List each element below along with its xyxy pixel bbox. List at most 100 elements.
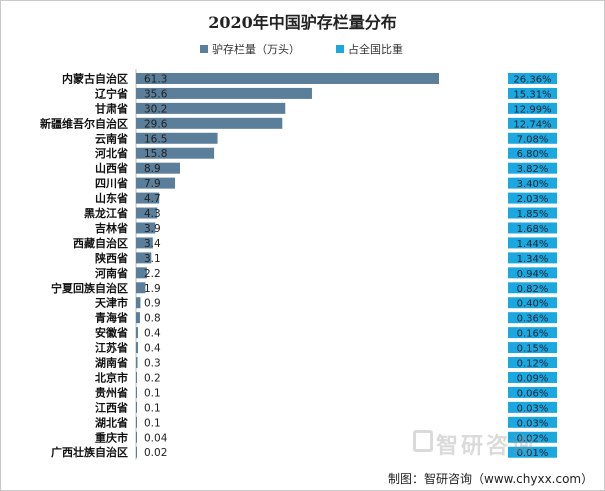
share-label: 0.16% [517, 329, 549, 340]
share-label: 0.36% [517, 314, 549, 325]
category-label: 吉林省 [95, 221, 128, 235]
bar-value-label: 0.1 [144, 387, 161, 399]
bar-value-label: 4.7 [144, 193, 161, 205]
bar-value-label: 0.04 [144, 432, 168, 444]
legend-item-share: 占全国比重 [336, 41, 403, 57]
bar-value-label: 0.1 [144, 417, 161, 429]
share-label: 0.82% [517, 284, 549, 295]
bar-stock [136, 192, 160, 204]
bar-value-label: 0.2 [144, 372, 161, 384]
share-box [508, 401, 557, 413]
bar-value-label: 0.8 [144, 313, 161, 325]
category-label: 贵州省 [95, 385, 128, 399]
share-box [508, 327, 557, 339]
share-box [508, 297, 557, 309]
share-label: 0.94% [517, 269, 549, 280]
bar-stock [136, 207, 158, 219]
share-label: 0.15% [517, 344, 549, 355]
share-label: 6.80% [517, 149, 549, 160]
share-box [508, 371, 557, 383]
share-label: 26.36% [513, 74, 551, 85]
share-box [508, 117, 557, 129]
share-label: 7.08% [517, 134, 549, 145]
share-label: 1.44% [517, 239, 549, 250]
legend-swatch-share [336, 45, 344, 53]
bar-stock [136, 416, 137, 428]
category-label: 甘肃省 [95, 101, 128, 115]
share-label: 1.85% [517, 209, 549, 220]
category-label: 天津市 [95, 296, 128, 310]
share-box [508, 357, 557, 369]
bar-value-label: 0.3 [144, 358, 161, 370]
category-label: 河北省 [95, 146, 128, 160]
bar-value-label: 4.3 [144, 208, 161, 220]
legend: 驴存栏量（万头） 占全国比重 [0, 41, 605, 57]
share-box [508, 87, 557, 99]
share-label: 2.03% [517, 194, 549, 205]
bar-stock [136, 102, 286, 114]
share-box [508, 267, 557, 279]
category-label: 江苏省 [95, 341, 128, 355]
category-label: 重庆市 [95, 430, 128, 444]
category-label: 青海省 [95, 311, 128, 325]
share-box [508, 162, 557, 174]
category-label: 湖南省 [95, 356, 128, 370]
bar-stock [136, 327, 138, 339]
category-label: 黑龙江省 [84, 206, 128, 220]
bar-stock [136, 72, 439, 84]
bar-stock [136, 342, 138, 354]
bar-stock [136, 401, 137, 413]
bar-stock [136, 162, 180, 174]
category-label: 四川省 [95, 176, 128, 190]
share-label: 12.99% [513, 104, 551, 115]
bar-stock [136, 87, 312, 99]
share-box [508, 222, 557, 234]
share-label: 12.74% [513, 119, 551, 130]
bar-value-label: 1.9 [144, 283, 161, 295]
watermark-text: 智研咨询 [436, 434, 537, 459]
share-box [508, 132, 557, 144]
bar-stock [136, 177, 176, 189]
share-label: 1.68% [517, 224, 549, 235]
legend-label-share: 占全国比重 [348, 43, 403, 56]
share-label: 0.40% [517, 299, 549, 310]
category-label: 西藏自治区 [73, 236, 128, 250]
share-label: 0.03% [517, 403, 549, 414]
bar-value-label: 3.4 [144, 238, 161, 250]
share-box [508, 237, 557, 249]
category-label: 宁夏回族自治区 [51, 281, 128, 295]
bar-stock [136, 147, 215, 159]
bar-value-label: 30.2 [144, 103, 167, 115]
share-box [508, 72, 557, 84]
chart-title: 2020年中国驴存栏量分布 [208, 13, 397, 32]
bar-value-label: 3.1 [144, 253, 161, 265]
bar-stock [136, 267, 147, 279]
share-label: 3.82% [517, 164, 549, 175]
share-box [508, 386, 557, 398]
category-label: 云南省 [95, 131, 128, 145]
category-label: 山西省 [95, 161, 128, 175]
category-label: 江西省 [95, 400, 128, 414]
category-label: 河南省 [95, 266, 128, 280]
share-box [508, 342, 557, 354]
share-label: 0.02% [517, 433, 549, 444]
share-label: 15.31% [513, 89, 551, 100]
bar-stock [136, 282, 146, 294]
share-label: 0.03% [517, 418, 549, 429]
bar-value-label: 2.2 [144, 268, 161, 280]
bar-value-label: 35.6 [144, 88, 168, 100]
share-label: 0.01% [517, 448, 549, 459]
bar-value-label: 0.1 [144, 402, 161, 414]
bar-value-label: 8.9 [144, 163, 161, 175]
bar-value-label: 15.8 [144, 148, 167, 160]
bar-value-label: 0.9 [144, 298, 161, 310]
bar-stock [136, 371, 137, 383]
share-box [508, 192, 557, 204]
source-note: 制图：智研咨询（www.chyxx.com） [388, 472, 594, 486]
share-label: 1.34% [517, 254, 549, 265]
share-box [508, 312, 557, 324]
bar-value-label: 0.4 [144, 343, 161, 355]
share-box [508, 207, 557, 219]
category-label: 内蒙古自治区 [62, 71, 128, 85]
